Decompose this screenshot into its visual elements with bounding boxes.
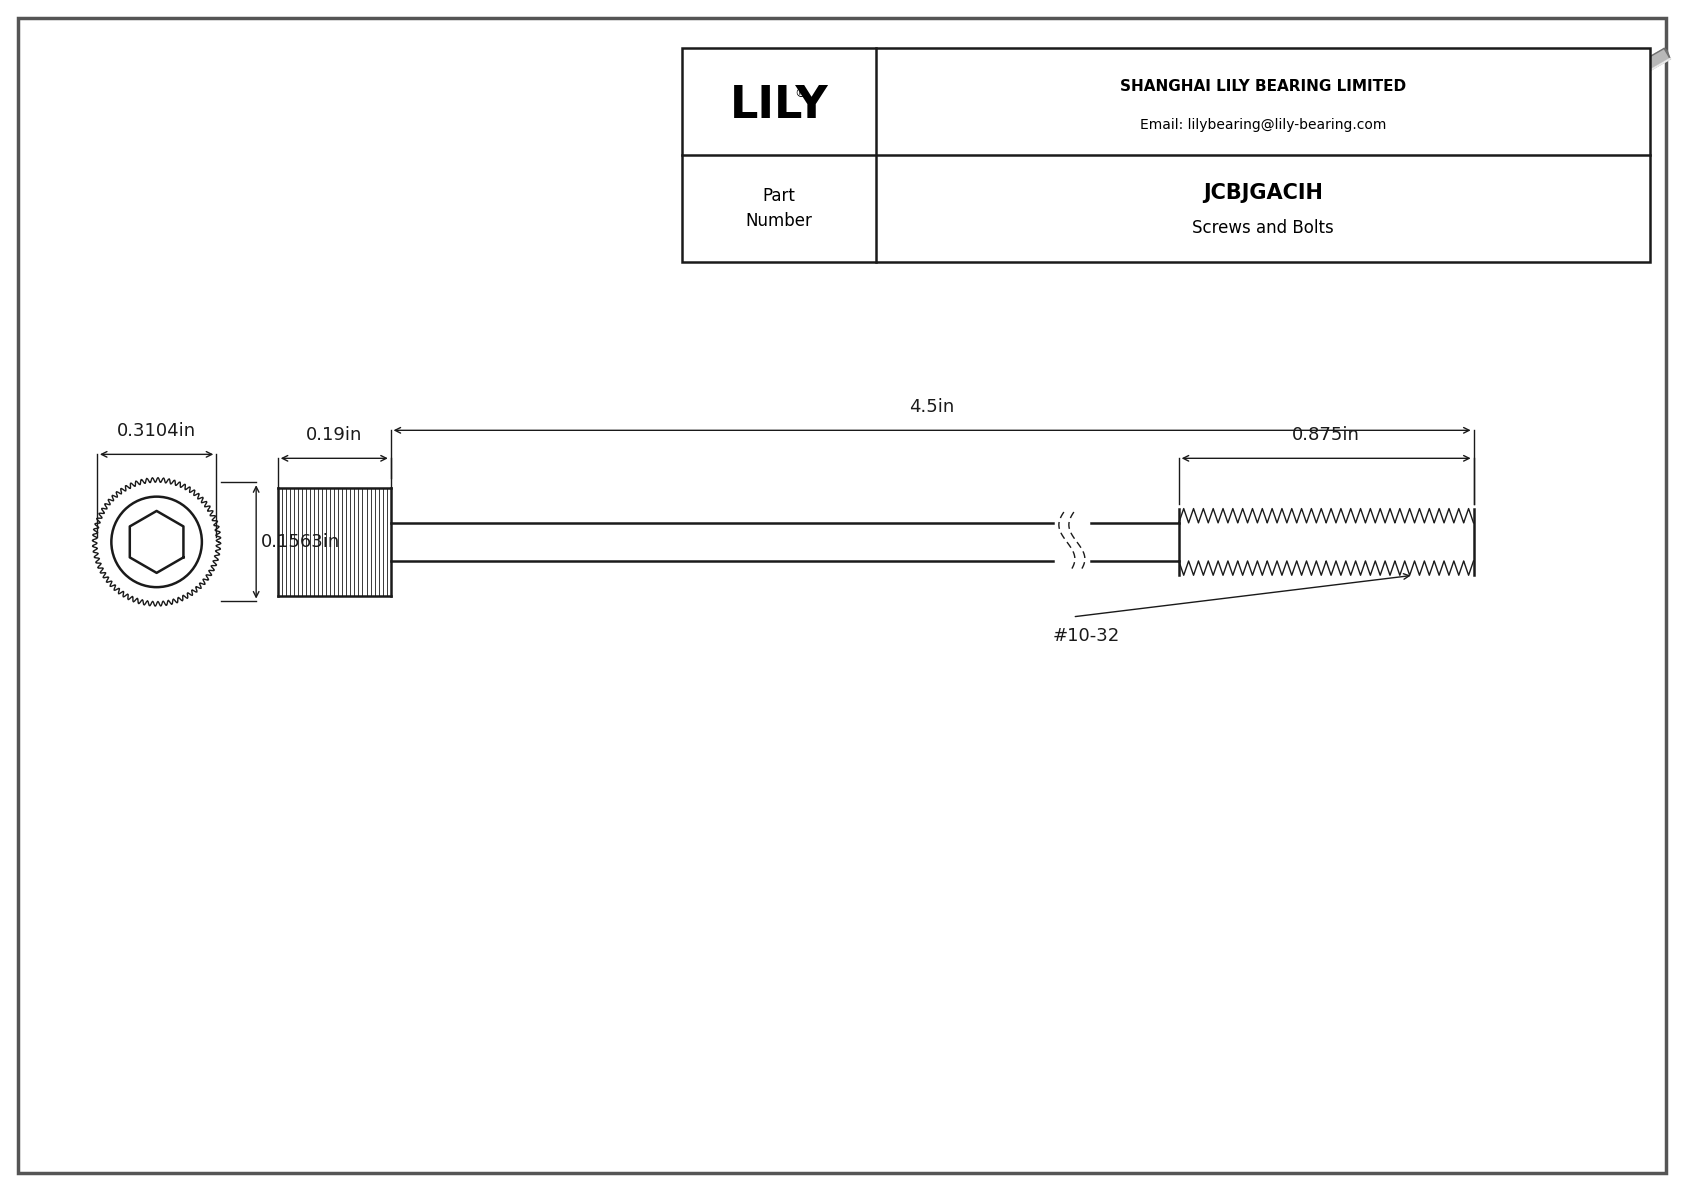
Text: 0.19in: 0.19in [306,426,362,444]
Circle shape [1426,172,1453,198]
Text: SHANGHAI LILY BEARING LIMITED: SHANGHAI LILY BEARING LIMITED [1120,79,1406,94]
Text: #10-32: #10-32 [1052,626,1120,644]
Text: 0.3104in: 0.3104in [118,423,195,441]
Text: ®: ® [795,87,807,100]
Text: Part
Number: Part Number [746,187,812,230]
Text: Email: lilybearing@lily-bearing.com: Email: lilybearing@lily-bearing.com [1140,118,1386,132]
Polygon shape [1436,49,1671,189]
Text: JCBJGACIH: JCBJGACIH [1202,183,1324,204]
Text: LILY: LILY [729,85,829,127]
Text: Screws and Bolts: Screws and Bolts [1192,219,1334,237]
Text: 0.875in: 0.875in [1292,426,1361,444]
Text: 4.5in: 4.5in [909,398,955,417]
Circle shape [1433,179,1440,185]
Bar [682,48,1650,262]
Text: 0.1563in: 0.1563in [261,532,340,551]
